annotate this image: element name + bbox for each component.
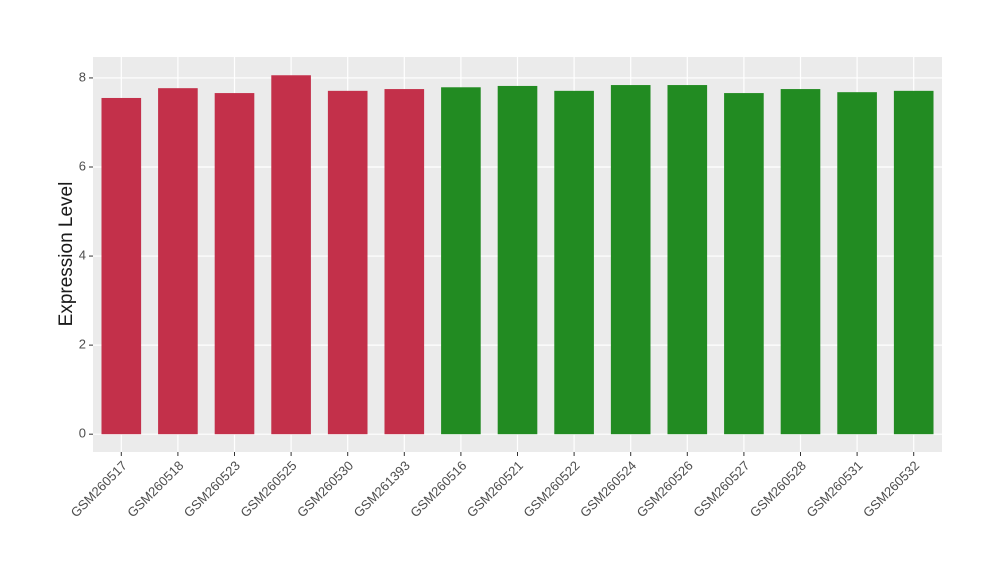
x-tick-label: GSM260531 [803, 458, 865, 520]
x-tick-label: GSM260526 [634, 458, 696, 520]
bar [837, 92, 877, 435]
x-tick-label: GSM260522 [520, 458, 582, 520]
y-tick-label: 0 [79, 426, 86, 441]
bar [214, 93, 255, 435]
x-tick-label: GSM260532 [860, 458, 922, 520]
bar [893, 90, 934, 435]
y-tick-label: 8 [79, 69, 86, 84]
x-tick-label: GSM261393 [351, 458, 413, 520]
bar [271, 75, 311, 435]
bar [327, 90, 368, 435]
bar [724, 93, 764, 435]
bar [497, 85, 538, 435]
y-tick-label: 4 [79, 247, 86, 262]
x-tick-label: GSM260518 [124, 458, 186, 520]
bar [610, 85, 651, 435]
x-tick-label: GSM260521 [464, 458, 526, 520]
bar [158, 88, 198, 435]
x-tick-label: GSM260527 [690, 458, 752, 520]
bar [101, 97, 142, 435]
bar [384, 89, 425, 435]
x-tick-label: GSM260525 [237, 458, 299, 520]
x-tick-label: GSM260516 [407, 458, 469, 520]
x-tick-label: GSM260528 [747, 458, 809, 520]
y-tick-label: 6 [79, 158, 86, 173]
y-tick-label: 2 [79, 337, 86, 352]
x-tick-label: GSM260530 [294, 458, 356, 520]
x-tick-label: GSM260517 [68, 458, 130, 520]
y-axis-title: Expression Level [56, 182, 77, 327]
bar [667, 85, 708, 435]
bar [554, 90, 594, 435]
x-tick-label: GSM260524 [577, 458, 639, 520]
x-tick-label: GSM260523 [181, 458, 243, 520]
bar [780, 89, 821, 435]
bar [441, 87, 481, 435]
